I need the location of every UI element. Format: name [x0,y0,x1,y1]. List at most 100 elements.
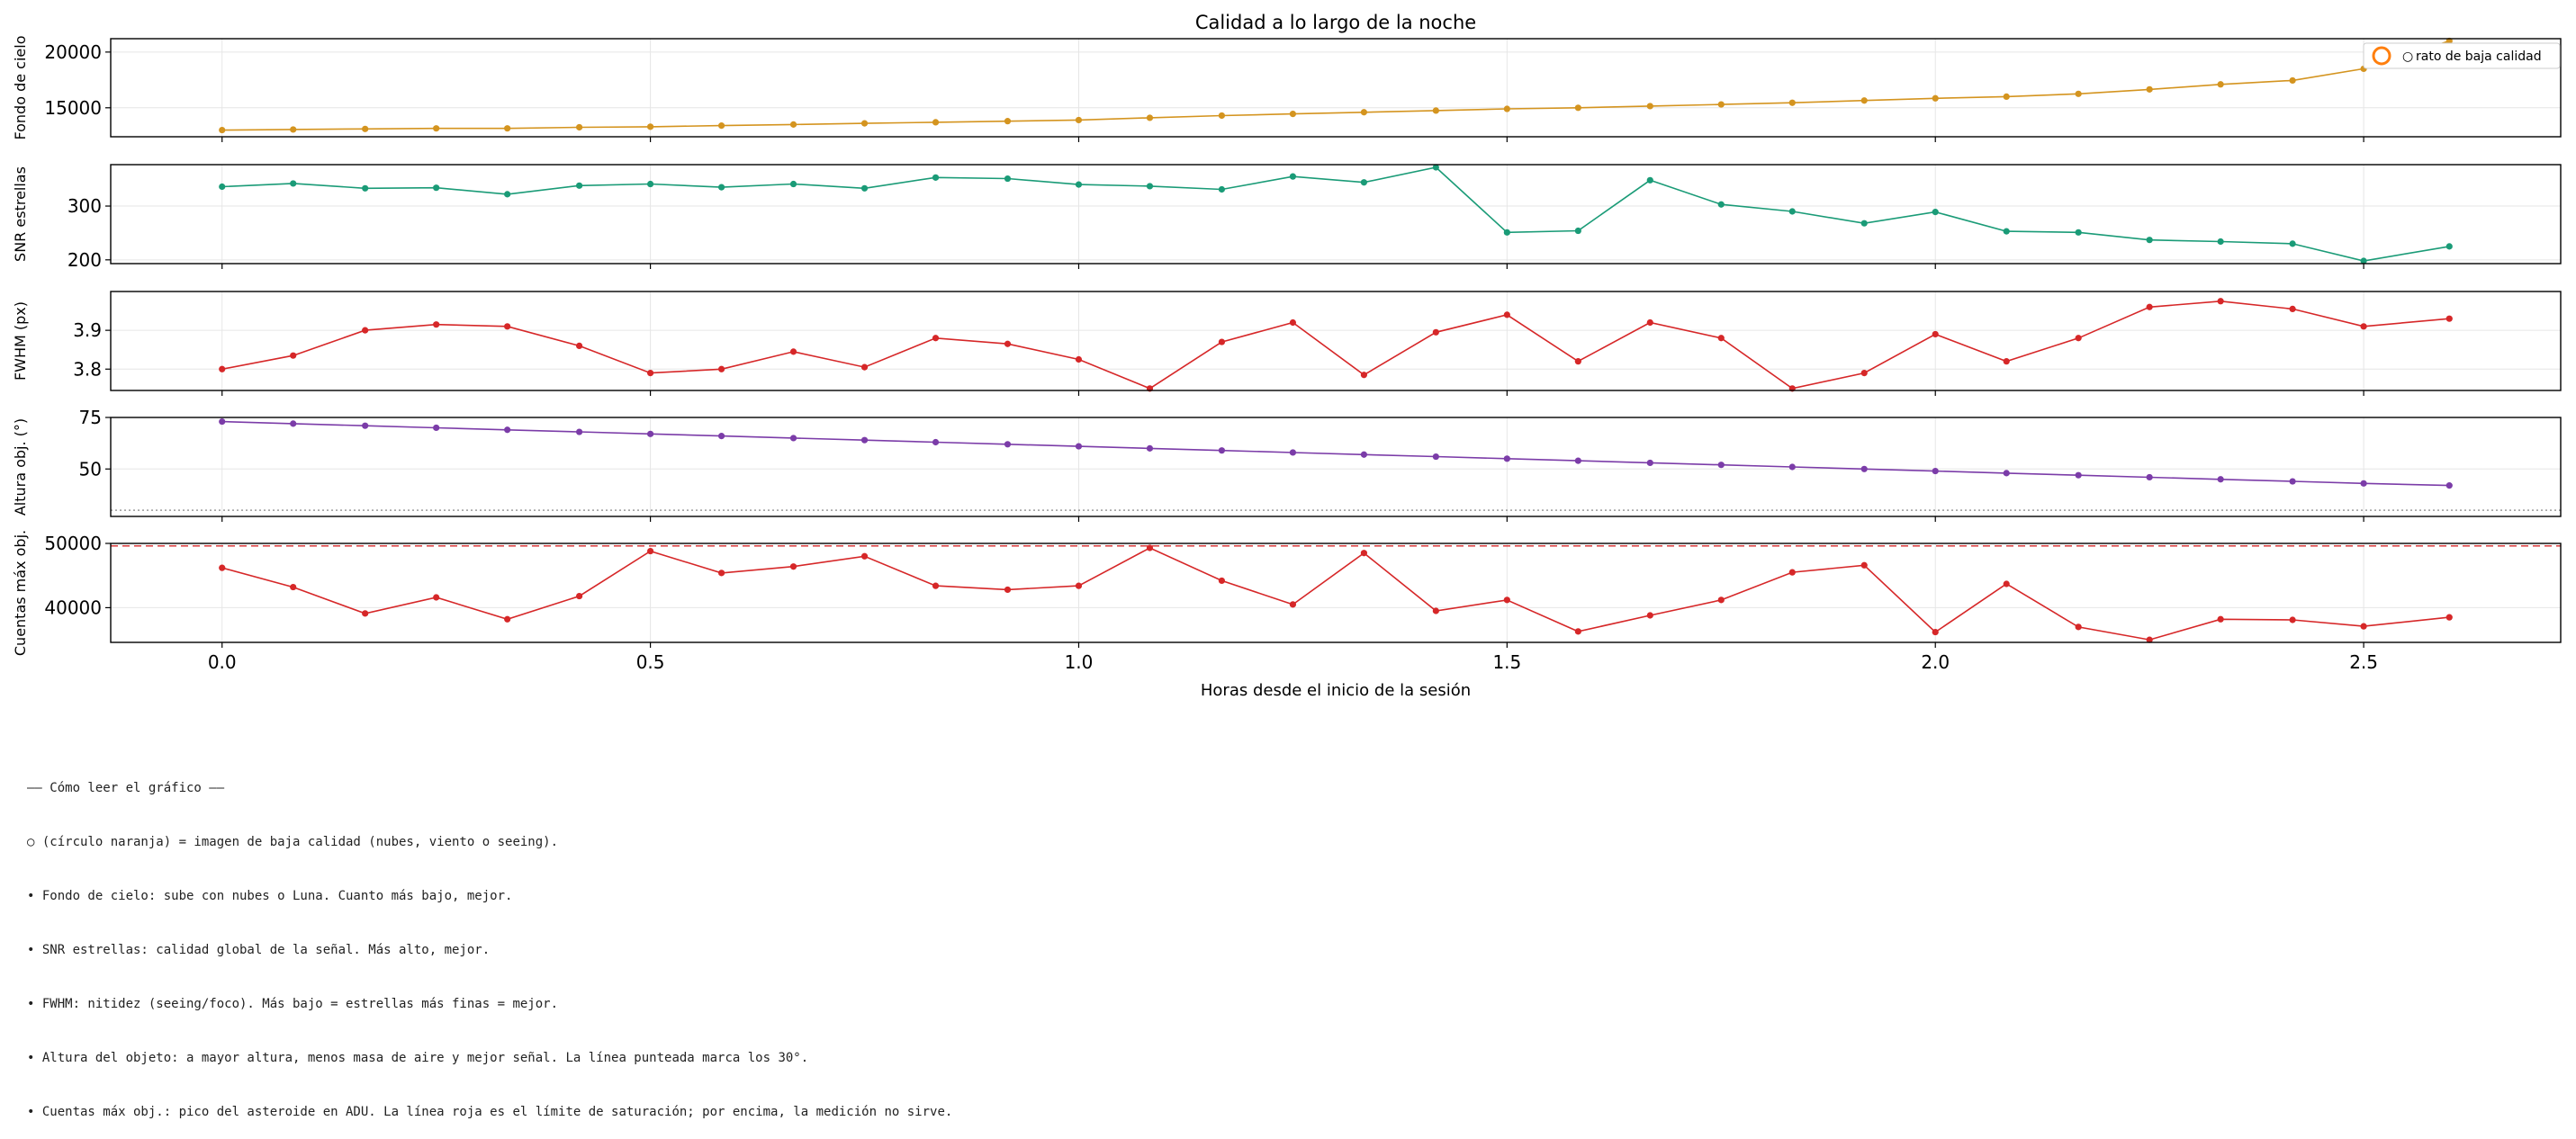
data-point [2003,93,2010,101]
data-point [647,180,654,188]
y-axis-label: SNR estrellas [12,166,29,262]
panel-5: 40000 50000 Cuentas máx obj. [12,530,2562,656]
legend-box [2363,42,2561,69]
data-point [576,592,583,600]
note-line: • FWHM: nitidez (seeing/foco). Más bajo … [27,997,559,1011]
data-point [2289,305,2296,313]
data-point [1360,109,1368,116]
data-point [1932,628,1939,636]
data-point [717,122,725,130]
data-point [1075,116,1083,124]
data-point [1788,463,1796,471]
data-point [2445,614,2453,621]
panel-1: 15000 20000 Fondo de cielo [12,36,2562,142]
data-point [504,323,511,330]
x-tick-label: 0.0 [208,651,237,673]
y-tick-label: 50 [79,458,102,480]
data-point [219,564,226,571]
y-axis-label: Cuentas máx obj. [12,530,29,656]
data-point [2360,323,2367,330]
data-point [717,184,725,191]
data-point [1788,99,1796,106]
note-line: • Altura del objeto: a mayor altura, men… [27,1051,809,1065]
data-point [1004,586,1012,594]
legend-label: rato de baja calidad [2416,49,2542,64]
series-line [221,166,2450,262]
data-point [932,174,940,181]
data-point [2217,298,2224,305]
data-point [362,125,369,132]
data-point [2445,482,2453,489]
data-point [1289,318,1297,327]
data-point [2146,85,2153,93]
data-point [2360,480,2367,487]
data-point [433,321,440,328]
x-axis-label: Horas desde el inicio de la sesión [1201,681,1471,700]
data-point [433,184,440,192]
data-point [1004,441,1012,448]
y-axis-label: Altura obj. (°) [12,418,29,516]
chart-title: Calidad a lo largo de la noche [1195,12,1476,33]
series-line [221,40,2450,131]
y-tick-label: 20000 [44,41,102,63]
panel-4: 50 75 Altura obj. (°) [12,407,2562,522]
note-line: • Fondo de cielo: sube con nubes o Luna.… [27,889,513,903]
data-point [433,125,440,132]
data-point [2003,358,2010,365]
data-point [1503,105,1510,112]
x-tick-label: 1.5 [1492,651,1521,673]
data-point [1004,175,1012,183]
data-point [1932,330,1939,338]
data-point [717,433,725,440]
reading-notes: —— Cómo leer el gráfico —— ○ (círculo na… [27,743,952,1139]
data-point [504,615,511,623]
data-point [1432,453,1439,461]
data-point [2146,237,2153,244]
data-point [789,348,797,355]
data-point [860,552,869,560]
data-point [1146,183,1154,190]
data-point [1432,607,1439,614]
data-point [504,125,511,132]
data-point [860,363,869,371]
data-point [1574,227,1581,235]
data-point [1717,101,1725,108]
note-line: ○ (círculo naranja) = imagen de baja cal… [27,835,559,849]
data-point [1360,179,1368,186]
data-point [1360,372,1368,379]
data-point [433,594,440,601]
data-point [789,563,797,570]
data-point [290,420,297,427]
data-point [290,126,297,133]
y-tick-label: 15000 [44,97,102,119]
data-point [932,119,940,126]
data-point [1860,369,1868,377]
data-point [789,180,797,188]
panel-frame [110,291,2562,391]
panel-frame [110,38,2562,138]
data-point [2445,243,2453,250]
data-point [1004,118,1012,125]
data-point [219,126,226,134]
data-point [932,438,940,446]
data-point [2146,636,2153,643]
data-point [647,547,654,555]
data-point [1717,462,1725,469]
y-tick-label: 200 [68,249,102,271]
data-point [290,583,297,591]
data-point [1646,176,1653,184]
data-point [1075,443,1083,450]
data-point [1932,209,1939,216]
panel-2: 200 300 SNR estrellas [12,164,2562,271]
data-point [1218,185,1226,193]
data-point [1360,451,1368,458]
note-line: • Cuentas máx obj.: pico del asteroide e… [27,1105,953,1119]
data-point [1860,220,1868,227]
legend-marker-glyph: ○ [2402,49,2413,64]
data-point [2146,473,2153,481]
low-quality-marker-icon [2372,46,2391,66]
data-point [1146,544,1154,552]
note-line: • SNR estrellas: calidad global de la se… [27,943,491,957]
data-point [647,430,654,437]
data-point [1932,467,1939,475]
